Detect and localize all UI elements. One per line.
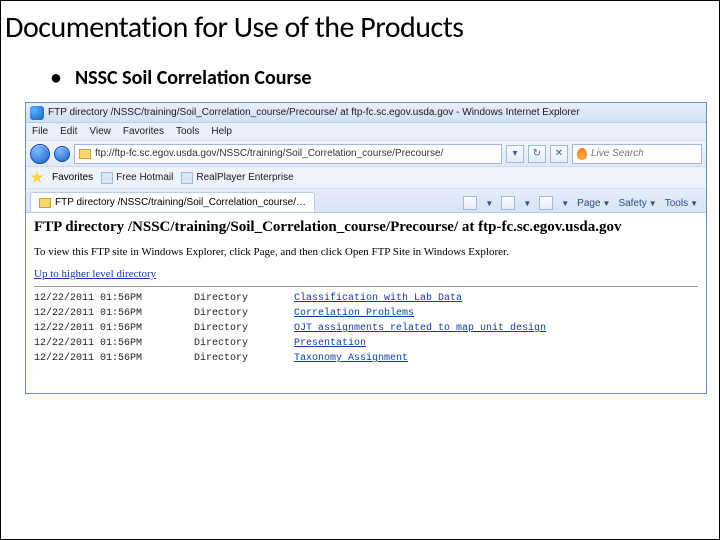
dropdown-button[interactable]: ▾ xyxy=(506,145,524,163)
url-input[interactable]: ftp://ftp-fc.sc.egov.usda.gov/NSSC/train… xyxy=(74,144,502,164)
list-link[interactable]: Taxonomy Assignment xyxy=(294,353,408,364)
page-menu-label: Page xyxy=(577,198,600,209)
search-placeholder: Live Search xyxy=(591,148,644,159)
feeds-drop[interactable]: ▼ xyxy=(523,199,531,208)
tab-active[interactable]: FTP directory /NSSC/training/Soil_Correl… xyxy=(30,192,315,212)
list-link[interactable]: Correlation Problems xyxy=(294,308,414,319)
command-bar: ▼ ▼ ▼ Page▼ Safety▼ Tools▼ xyxy=(463,196,702,212)
refresh-button[interactable]: ↻ xyxy=(528,145,546,163)
menu-view[interactable]: View xyxy=(89,126,111,137)
tab-label: FTP directory /NSSC/training/Soil_Correl… xyxy=(55,197,306,208)
menu-file[interactable]: File xyxy=(32,126,48,137)
stop-button[interactable]: ✕ xyxy=(550,145,568,163)
back-button[interactable] xyxy=(30,144,50,164)
forward-button[interactable] xyxy=(54,146,70,162)
list-item: 12/22/2011 01:56PM Directory Correlation… xyxy=(34,306,698,321)
ie-icon xyxy=(30,106,44,120)
list-date: 12/22/2011 01:56PM xyxy=(34,321,194,336)
list-link[interactable]: Classification with Lab Data xyxy=(294,293,462,304)
menu-edit[interactable]: Edit xyxy=(60,126,77,137)
titlebar: FTP directory /NSSC/training/Soil_Correl… xyxy=(26,103,706,123)
list-type: Directory xyxy=(194,321,294,336)
list-item: 12/22/2011 01:56PM Directory OJT assignm… xyxy=(34,321,698,336)
directory-listing: 12/22/2011 01:56PM Directory Classificat… xyxy=(34,286,698,366)
page-content: FTP directory /NSSC/training/Soil_Correl… xyxy=(26,213,706,393)
mail-icon[interactable] xyxy=(539,196,553,210)
page-heading: FTP directory /NSSC/training/Soil_Correl… xyxy=(34,219,698,236)
favlink-realplayer-label: RealPlayer Enterprise xyxy=(196,172,293,183)
list-link[interactable]: Presentation xyxy=(294,338,366,349)
mail-drop[interactable]: ▼ xyxy=(561,199,569,208)
favorites-label[interactable]: Favorites xyxy=(52,172,93,183)
favorites-star-icon[interactable] xyxy=(30,171,44,185)
slide-title: Documentation for Use of the Products xyxy=(1,1,719,52)
list-type: Directory xyxy=(194,351,294,366)
slide-bullet: NSSC Soil Correlation Course xyxy=(1,52,719,100)
search-input[interactable]: Live Search xyxy=(572,144,702,164)
address-bar: ftp://ftp-fc.sc.egov.usda.gov/NSSC/train… xyxy=(26,141,706,167)
tools-menu-label: Tools xyxy=(665,198,688,209)
list-date: 12/22/2011 01:56PM xyxy=(34,291,194,306)
page-hint: To view this FTP site in Windows Explore… xyxy=(34,246,698,258)
list-item: 12/22/2011 01:56PM Directory Presentatio… xyxy=(34,336,698,351)
list-date: 12/22/2011 01:56PM xyxy=(34,306,194,321)
page-menu[interactable]: Page▼ xyxy=(577,198,610,209)
slide-container: Documentation for Use of the Products NS… xyxy=(0,0,720,540)
favlink-hotmail-label: Free Hotmail xyxy=(116,172,173,183)
browser-window: FTP directory /NSSC/training/Soil_Correl… xyxy=(25,102,707,394)
live-search-icon xyxy=(577,148,587,160)
menubar: File Edit View Favorites Tools Help xyxy=(26,123,706,141)
folder-icon xyxy=(79,149,91,159)
url-text: ftp://ftp-fc.sc.egov.usda.gov/NSSC/train… xyxy=(95,148,443,159)
list-item: 12/22/2011 01:56PM Directory Classificat… xyxy=(34,291,698,306)
list-type: Directory xyxy=(194,291,294,306)
safety-menu[interactable]: Safety▼ xyxy=(618,198,656,209)
menu-help[interactable]: Help xyxy=(211,126,232,137)
list-type: Directory xyxy=(194,336,294,351)
menu-favorites[interactable]: Favorites xyxy=(123,126,164,137)
hotmail-icon xyxy=(101,172,113,184)
list-type: Directory xyxy=(194,306,294,321)
home-icon[interactable] xyxy=(463,196,477,210)
window-title: FTP directory /NSSC/training/Soil_Correl… xyxy=(48,107,580,118)
list-date: 12/22/2011 01:56PM xyxy=(34,351,194,366)
menu-tools[interactable]: Tools xyxy=(176,126,199,137)
favlink-hotmail[interactable]: Free Hotmail xyxy=(101,172,173,184)
safety-menu-label: Safety xyxy=(618,198,646,209)
tools-menu[interactable]: Tools▼ xyxy=(665,198,698,209)
realplayer-icon xyxy=(181,172,193,184)
list-link[interactable]: OJT assignments related to map unit desi… xyxy=(294,323,546,334)
folder-icon xyxy=(39,198,51,208)
favorites-bar: Favorites Free Hotmail RealPlayer Enterp… xyxy=(26,167,706,189)
up-directory-link[interactable]: Up to higher level directory xyxy=(34,268,156,280)
feeds-icon[interactable] xyxy=(501,196,515,210)
list-date: 12/22/2011 01:56PM xyxy=(34,336,194,351)
tab-bar: FTP directory /NSSC/training/Soil_Correl… xyxy=(26,189,706,213)
home-drop[interactable]: ▼ xyxy=(485,199,493,208)
list-item: 12/22/2011 01:56PM Directory Taxonomy As… xyxy=(34,351,698,366)
favlink-realplayer[interactable]: RealPlayer Enterprise xyxy=(181,172,293,184)
